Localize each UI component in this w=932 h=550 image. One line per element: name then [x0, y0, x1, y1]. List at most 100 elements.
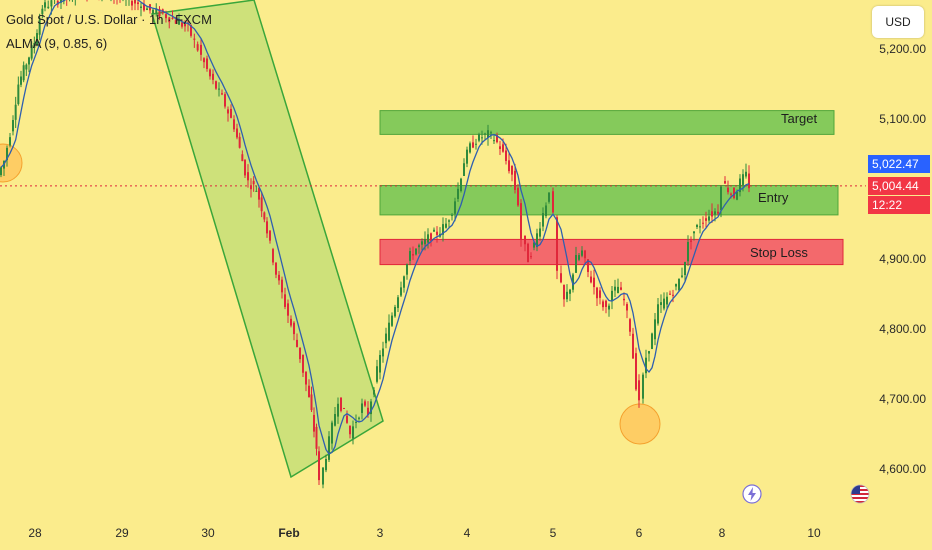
candle [131, 0, 133, 6]
candle [209, 69, 211, 77]
candle [406, 264, 408, 275]
candle [241, 154, 244, 162]
candle [614, 286, 616, 291]
candle [310, 394, 313, 411]
candle [714, 211, 716, 215]
candle [748, 173, 750, 189]
candle [552, 191, 554, 213]
price-axis[interactable]: 5,200.00 5,100.00 4,900.00 4,800.00 4,700.00… [866, 0, 932, 518]
candle [699, 226, 701, 228]
candle [596, 287, 598, 299]
candle [158, 9, 161, 17]
candle [178, 20, 180, 25]
candle [472, 142, 474, 148]
candle [152, 9, 154, 14]
us-flag-icon[interactable] [850, 484, 870, 504]
candle [533, 242, 535, 248]
candle [370, 401, 372, 415]
descending-channel[interactable] [151, 0, 384, 479]
candle [427, 234, 429, 243]
candle [14, 104, 17, 120]
candle [705, 218, 707, 221]
candle [299, 347, 301, 360]
candle [349, 425, 351, 435]
price-tick-label: 5,100.00 [879, 112, 926, 126]
candle [224, 94, 226, 107]
candle [134, 0, 136, 4]
time-tick-label: 8 [718, 526, 726, 540]
candle [50, 0, 53, 7]
time-axis[interactable]: 28 29 30 Feb 3 4 5 6 8 10 [0, 518, 866, 550]
stop-loss-zone[interactable] [379, 238, 844, 266]
candle [137, 2, 139, 5]
candle [530, 256, 532, 258]
candle [361, 403, 363, 413]
highlight-circle-left [0, 143, 23, 183]
candle [322, 467, 324, 485]
candle [463, 163, 465, 176]
candle [681, 275, 683, 277]
candle [502, 144, 504, 152]
candle [272, 249, 274, 263]
candle [626, 304, 628, 311]
candle [611, 290, 613, 302]
candle [648, 351, 650, 354]
candle [41, 8, 44, 15]
candle [669, 293, 671, 295]
candle [508, 160, 510, 172]
candle [20, 76, 22, 85]
candle [181, 22, 183, 27]
candle [269, 230, 271, 241]
candle [629, 319, 631, 332]
entry-zone[interactable] [379, 185, 839, 216]
candle [30, 45, 33, 59]
candle [433, 229, 435, 232]
highlight-circle-low [619, 403, 661, 445]
candle [663, 298, 665, 309]
lightning-icon[interactable] [742, 484, 762, 504]
candle [469, 143, 471, 153]
candle [478, 134, 480, 141]
candle [203, 58, 205, 63]
candle [373, 389, 375, 395]
price-chart[interactable] [0, 0, 866, 518]
time-tick-label: 29 [115, 526, 129, 540]
candle [318, 451, 320, 481]
candle [238, 136, 241, 148]
candle [247, 172, 249, 181]
candle [599, 290, 601, 298]
candle [430, 233, 432, 242]
candle [457, 188, 459, 199]
countdown-label: 12:22 [868, 196, 930, 214]
candle [278, 274, 280, 281]
candle [730, 193, 732, 195]
target-zone[interactable] [379, 110, 835, 135]
candle [720, 186, 722, 211]
candle [678, 279, 680, 291]
candle [227, 109, 229, 114]
candle [218, 88, 220, 90]
candle [623, 298, 625, 301]
candle [36, 33, 38, 46]
candle [212, 73, 214, 80]
candle [484, 133, 486, 135]
candle [520, 203, 522, 239]
candle [230, 108, 232, 118]
candle [313, 414, 315, 432]
indicator-label[interactable]: ALMA (9, 0.85, 6) [6, 36, 108, 51]
candle [542, 213, 544, 227]
candle [448, 220, 450, 222]
candle [25, 64, 28, 70]
candle [560, 273, 562, 283]
time-tick-label: 10 [807, 526, 821, 540]
candle [394, 306, 396, 317]
candle [581, 250, 583, 256]
currency-button[interactable]: USD [872, 6, 924, 38]
candle [578, 255, 580, 260]
candle [424, 239, 426, 245]
candle [293, 322, 295, 335]
candle [305, 371, 307, 385]
symbol-title[interactable]: Gold Spot / U.S. Dollar · 1h · FXCM [6, 12, 212, 27]
candle [693, 231, 695, 234]
candle [376, 366, 378, 382]
